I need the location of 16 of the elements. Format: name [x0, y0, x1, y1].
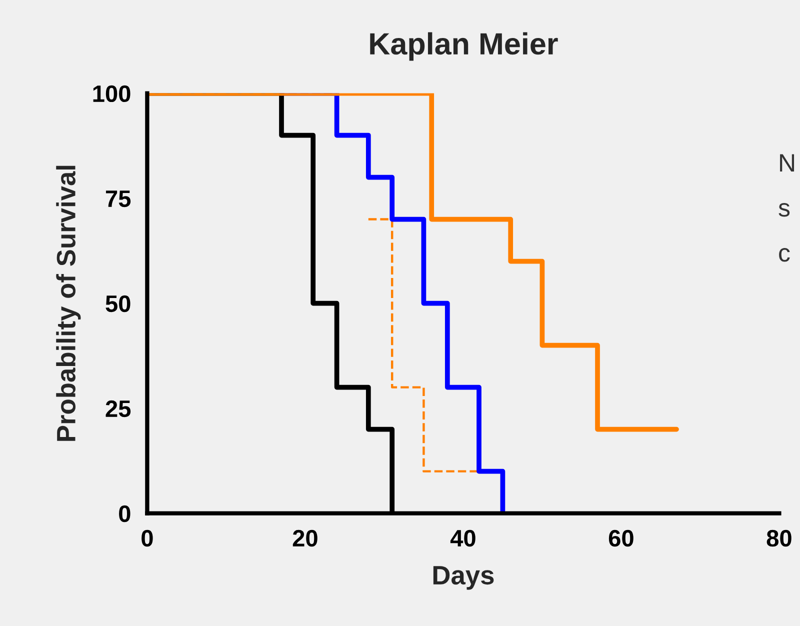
y-tick-label: 75: [106, 190, 131, 208]
x-tick-label: 0: [142, 530, 153, 547]
x-tick-label: 20: [292, 530, 318, 547]
x-tick-label: 40: [450, 530, 476, 547]
x-tick-label: 80: [766, 530, 792, 547]
annotation: s: [778, 203, 790, 217]
x-tick-label: 60: [608, 530, 634, 547]
chart-title: Kaplan Meier: [370, 32, 558, 61]
y-tick-label: 100: [93, 85, 130, 102]
y-tick-label: 0: [119, 505, 130, 522]
y-tick-label: 50: [106, 295, 130, 312]
y-tick-label: 25: [106, 400, 131, 418]
x-axis-title: Days: [433, 566, 494, 590]
text: N: [780, 154, 794, 172]
y-axis-title: Probability of Survival: [56, 166, 81, 441]
annotation: c: [779, 248, 790, 262]
